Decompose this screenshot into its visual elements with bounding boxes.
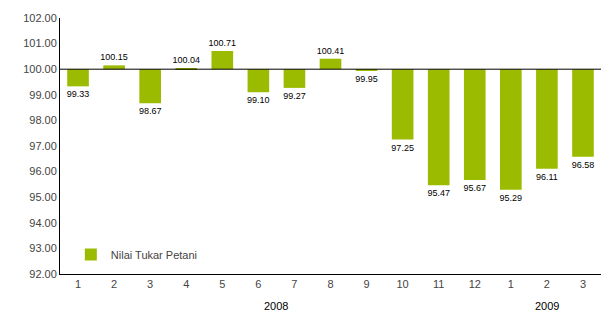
svg-text:95.67: 95.67 <box>464 183 487 193</box>
svg-text:98.67: 98.67 <box>139 106 162 116</box>
svg-text:99.00: 99.00 <box>29 89 57 101</box>
svg-text:1: 1 <box>508 278 514 290</box>
svg-text:10: 10 <box>397 278 409 290</box>
svg-text:95.29: 95.29 <box>500 193 523 203</box>
svg-text:95.47: 95.47 <box>427 188 450 198</box>
svg-text:101.00: 101.00 <box>23 37 57 49</box>
svg-text:100.41: 100.41 <box>317 46 345 56</box>
svg-text:6: 6 <box>255 278 261 290</box>
svg-text:2: 2 <box>111 278 117 290</box>
svg-text:11: 11 <box>433 278 444 290</box>
svg-text:100.15: 100.15 <box>100 52 128 62</box>
svg-text:1: 1 <box>75 278 81 290</box>
svg-text:94.00: 94.00 <box>29 217 57 229</box>
svg-text:100.00: 100.00 <box>23 63 57 75</box>
svg-text:3: 3 <box>147 278 153 290</box>
svg-text:99.27: 99.27 <box>283 91 306 101</box>
svg-text:Nilai Tukar Petani: Nilai Tukar Petani <box>111 249 197 261</box>
svg-text:2009: 2009 <box>535 300 559 312</box>
svg-text:96.11: 96.11 <box>536 172 558 182</box>
svg-text:99.33: 99.33 <box>67 89 90 99</box>
svg-text:100.04: 100.04 <box>172 55 200 65</box>
svg-text:99.10: 99.10 <box>247 95 270 105</box>
svg-text:9: 9 <box>364 278 370 290</box>
svg-text:102.00: 102.00 <box>23 12 57 24</box>
svg-text:95.00: 95.00 <box>29 191 57 203</box>
svg-text:3: 3 <box>580 278 586 290</box>
svg-text:12: 12 <box>469 278 481 290</box>
svg-text:5: 5 <box>219 278 225 290</box>
svg-text:2008: 2008 <box>264 300 288 312</box>
svg-text:8: 8 <box>327 278 333 290</box>
svg-text:93.00: 93.00 <box>29 242 57 254</box>
svg-text:97.25: 97.25 <box>391 143 414 153</box>
svg-text:97.00: 97.00 <box>29 140 57 152</box>
svg-text:99.95: 99.95 <box>355 74 378 84</box>
svg-text:100.71: 100.71 <box>209 38 237 48</box>
svg-text:7: 7 <box>291 278 297 290</box>
svg-text:96.00: 96.00 <box>29 165 57 177</box>
svg-text:98.00: 98.00 <box>29 114 57 126</box>
svg-text:2: 2 <box>544 278 550 290</box>
svg-text:92.00: 92.00 <box>29 268 57 280</box>
svg-text:4: 4 <box>183 278 189 290</box>
svg-text:96.58: 96.58 <box>572 160 595 170</box>
